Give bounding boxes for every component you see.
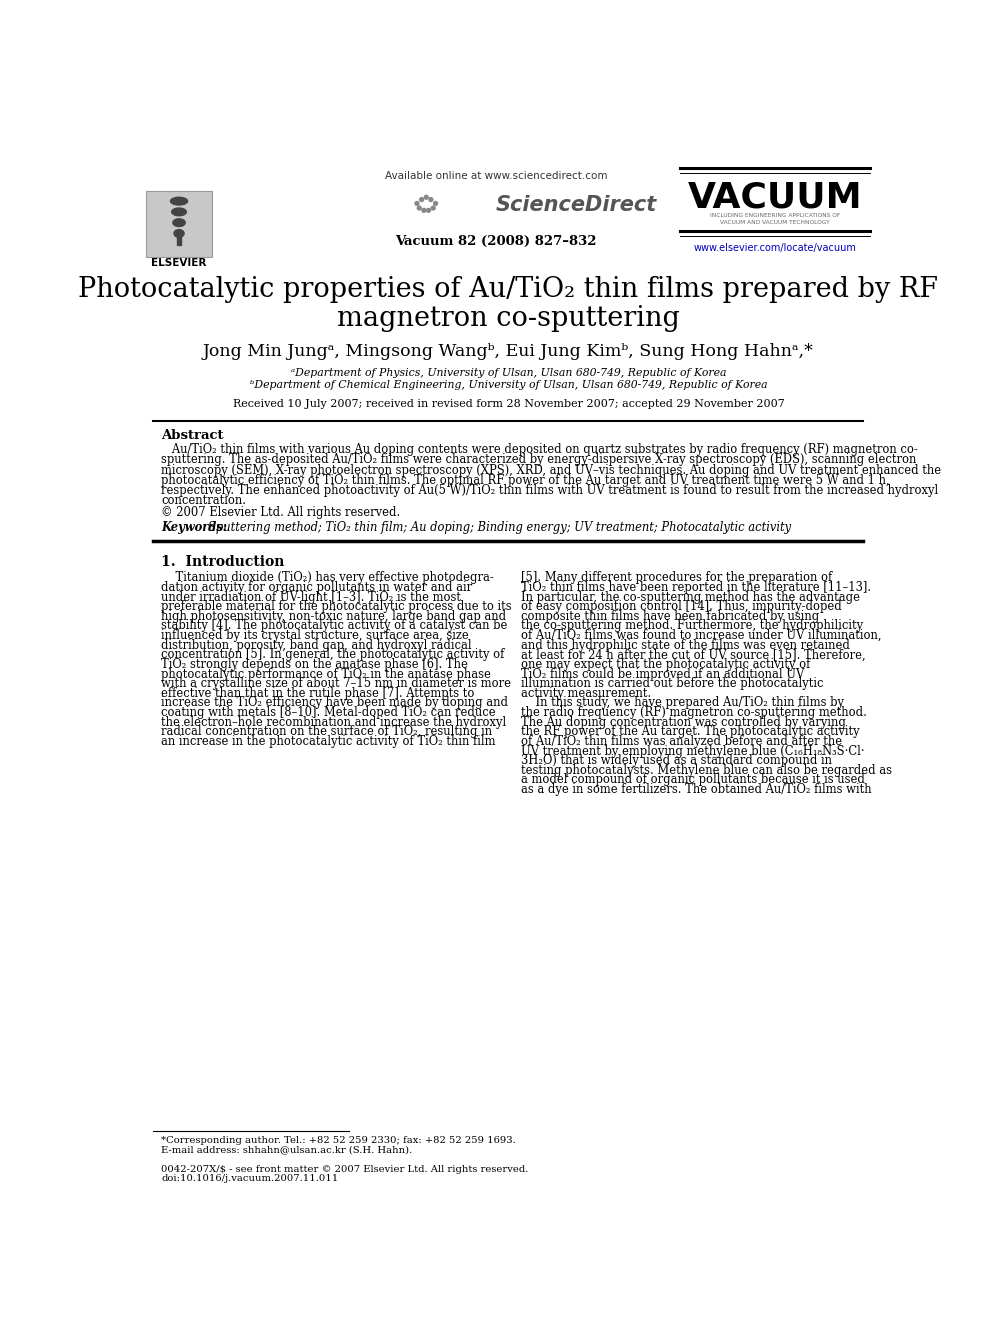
Text: ELSEVIER: ELSEVIER bbox=[152, 258, 206, 269]
Text: of Au/TiO₂ thin films was analyzed before and after the: of Au/TiO₂ thin films was analyzed befor… bbox=[521, 734, 842, 747]
Circle shape bbox=[418, 206, 422, 210]
Text: The Au doping concentration was controlled by varying: The Au doping concentration was controll… bbox=[521, 716, 845, 729]
Text: composite thin films have been fabricated by using: composite thin films have been fabricate… bbox=[521, 610, 819, 623]
Text: Vacuum 82 (2008) 827–832: Vacuum 82 (2008) 827–832 bbox=[395, 235, 597, 249]
Text: effective than that in the rutile phase [7]. Attempts to: effective than that in the rutile phase … bbox=[161, 687, 474, 700]
Text: ScienceDirect: ScienceDirect bbox=[496, 194, 658, 214]
Text: at least for 24 h after the cut of UV source [15]. Therefore,: at least for 24 h after the cut of UV so… bbox=[521, 648, 865, 662]
Text: respectively. The enhanced photoactivity of Au(5 W)/TiO₂ thin films with UV trea: respectively. The enhanced photoactivity… bbox=[161, 484, 938, 497]
Text: the RF power of the Au target. The photocatalytic activity: the RF power of the Au target. The photo… bbox=[521, 725, 859, 738]
Text: TiO₂ films could be improved if an additional UV: TiO₂ films could be improved if an addit… bbox=[521, 668, 805, 680]
Text: under irradiation of UV-light [1–3]. TiO₂ is the most: under irradiation of UV-light [1–3]. TiO… bbox=[161, 590, 461, 603]
Text: Keywords:: Keywords: bbox=[161, 521, 231, 534]
Text: www.elsevier.com/locate/vacuum: www.elsevier.com/locate/vacuum bbox=[693, 243, 856, 253]
Text: Titanium dioxide (TiO₂) has very effective photodegra-: Titanium dioxide (TiO₂) has very effecti… bbox=[161, 572, 494, 585]
Text: coating with metals [8–10]. Metal-doped TiO₂ can reduce: coating with metals [8–10]. Metal-doped … bbox=[161, 706, 496, 718]
Circle shape bbox=[427, 209, 431, 212]
Text: of Au/TiO₂ films was found to increase under UV illumination,: of Au/TiO₂ films was found to increase u… bbox=[521, 628, 881, 642]
Circle shape bbox=[429, 197, 433, 201]
Text: Jong Min Jungᵃ, Mingsong Wangᵇ, Eui Jung Kimᵇ, Sung Hong Hahnᵃ,*: Jong Min Jungᵃ, Mingsong Wangᵇ, Eui Jung… bbox=[203, 343, 813, 360]
Text: illumination is carried out before the photocatalytic: illumination is carried out before the p… bbox=[521, 677, 823, 691]
Text: Available online at www.sciencedirect.com: Available online at www.sciencedirect.co… bbox=[385, 171, 607, 181]
Text: increase the TiO₂ efficiency have been made by doping and: increase the TiO₂ efficiency have been m… bbox=[161, 696, 508, 709]
Text: and this hydrophilic state of the films was even retained: and this hydrophilic state of the films … bbox=[521, 639, 850, 652]
Bar bbox=[177, 232, 182, 245]
Bar bbox=[146, 191, 212, 257]
Text: the radio frequency (RF) magnetron co-sputtering method.: the radio frequency (RF) magnetron co-sp… bbox=[521, 706, 867, 718]
Text: activity measurement.: activity measurement. bbox=[521, 687, 651, 700]
Text: VACUUM AND VACUUM TECHNOLOGY: VACUUM AND VACUUM TECHNOLOGY bbox=[720, 220, 830, 225]
Text: Photocatalytic properties of Au/TiO₂ thin films prepared by RF: Photocatalytic properties of Au/TiO₂ thi… bbox=[78, 277, 938, 303]
Text: Abstract: Abstract bbox=[161, 430, 224, 442]
Text: with a crystalline size of about 7–15 nm in diameter is more: with a crystalline size of about 7–15 nm… bbox=[161, 677, 511, 691]
Text: In this study, we have prepared Au/TiO₂ thin films by: In this study, we have prepared Au/TiO₂ … bbox=[521, 696, 844, 709]
Circle shape bbox=[425, 196, 429, 200]
Text: © 2007 Elsevier Ltd. All rights reserved.: © 2007 Elsevier Ltd. All rights reserved… bbox=[161, 505, 401, 519]
Text: one may expect that the photocatalytic activity of: one may expect that the photocatalytic a… bbox=[521, 658, 810, 671]
Text: testing photocatalysts. Methylene blue can also be regarded as: testing photocatalysts. Methylene blue c… bbox=[521, 763, 892, 777]
Text: photocatalytic performance of TiO₂ in the anatase phase: photocatalytic performance of TiO₂ in th… bbox=[161, 668, 491, 680]
Text: as a dye in some fertilizers. The obtained Au/TiO₂ films with: as a dye in some fertilizers. The obtain… bbox=[521, 783, 871, 796]
Text: photocatalytic efficiency of TiO₂ thin films. The optimal RF power of the Au tar: photocatalytic efficiency of TiO₂ thin f… bbox=[161, 474, 890, 487]
Text: Sputtering method; TiO₂ thin film; Au doping; Binding energy; UV treatment; Phot: Sputtering method; TiO₂ thin film; Au do… bbox=[207, 521, 791, 534]
Text: UV treatment by employing methylene blue (C₁₆H₁₈N₃S·Cl·: UV treatment by employing methylene blue… bbox=[521, 745, 864, 758]
Text: magnetron co-sputtering: magnetron co-sputtering bbox=[337, 306, 680, 332]
Text: INCLUDING ENGINEERING APPLICATIONS OF: INCLUDING ENGINEERING APPLICATIONS OF bbox=[710, 213, 840, 218]
Text: ᵃDepartment of Physics, University of Ulsan, Ulsan 680-749, Republic of Korea: ᵃDepartment of Physics, University of Ul… bbox=[291, 368, 726, 378]
Text: an increase in the photocatalytic activity of TiO₂ thin film: an increase in the photocatalytic activi… bbox=[161, 734, 496, 747]
Text: In particular, the co-sputtering method has the advantage: In particular, the co-sputtering method … bbox=[521, 590, 860, 603]
Text: concentration.: concentration. bbox=[161, 493, 246, 507]
Ellipse shape bbox=[174, 230, 185, 237]
Text: stability [4]. The photocatalytic activity of a catalyst can be: stability [4]. The photocatalytic activi… bbox=[161, 619, 508, 632]
Text: 3H₂O) that is widely used as a standard compound in: 3H₂O) that is widely used as a standard … bbox=[521, 754, 832, 767]
Text: 1.  Introduction: 1. Introduction bbox=[161, 556, 285, 569]
Text: TiO₂ strongly depends on the anatase phase [6]. The: TiO₂ strongly depends on the anatase pha… bbox=[161, 658, 468, 671]
Text: influenced by its crystal structure, surface area, size: influenced by its crystal structure, sur… bbox=[161, 628, 469, 642]
Circle shape bbox=[422, 209, 426, 212]
Text: Au/TiO₂ thin films with various Au doping contents were deposited on quartz subs: Au/TiO₂ thin films with various Au dopin… bbox=[161, 443, 918, 456]
Text: sputtering. The as-deposited Au/TiO₂ films were characterized by energy-dispersi: sputtering. The as-deposited Au/TiO₂ fil… bbox=[161, 454, 917, 467]
Text: high photosensitivity, non-toxic nature, large band gap and: high photosensitivity, non-toxic nature,… bbox=[161, 610, 506, 623]
Circle shape bbox=[432, 206, 435, 210]
Text: ᵇDepartment of Chemical Engineering, University of Ulsan, Ulsan 680-749, Republi: ᵇDepartment of Chemical Engineering, Uni… bbox=[250, 380, 767, 390]
Text: VACUUM: VACUUM bbox=[687, 180, 862, 214]
Text: dation activity for organic pollutants in water and air: dation activity for organic pollutants i… bbox=[161, 581, 472, 594]
Ellipse shape bbox=[173, 218, 186, 226]
Circle shape bbox=[434, 201, 437, 205]
Text: TiO₂ thin films have been reported in the literature [11–13].: TiO₂ thin films have been reported in th… bbox=[521, 581, 871, 594]
Text: preferable material for the photocatalytic process due to its: preferable material for the photocatalyt… bbox=[161, 601, 512, 613]
Text: 0042-207X/$ - see front matter © 2007 Elsevier Ltd. All rights reserved.: 0042-207X/$ - see front matter © 2007 El… bbox=[161, 1164, 529, 1174]
Text: of easy composition control [14]. Thus, impurity-doped: of easy composition control [14]. Thus, … bbox=[521, 601, 841, 613]
Text: doi:10.1016/j.vacuum.2007.11.011: doi:10.1016/j.vacuum.2007.11.011 bbox=[161, 1174, 338, 1183]
Text: E-mail address: shhahn@ulsan.ac.kr (S.H. Hahn).: E-mail address: shhahn@ulsan.ac.kr (S.H.… bbox=[161, 1146, 413, 1154]
Text: the co-sputtering method. Furthermore, the hydrophilicity: the co-sputtering method. Furthermore, t… bbox=[521, 619, 863, 632]
Text: *Corresponding author. Tel.: +82 52 259 2330; fax: +82 52 259 1693.: *Corresponding author. Tel.: +82 52 259 … bbox=[161, 1136, 516, 1144]
Circle shape bbox=[420, 197, 424, 201]
Text: Received 10 July 2007; received in revised form 28 November 2007; accepted 29 No: Received 10 July 2007; received in revis… bbox=[232, 398, 785, 409]
Text: a model compound of organic pollutants because it is used: a model compound of organic pollutants b… bbox=[521, 774, 865, 786]
Text: microscopy (SEM), X-ray photoelectron spectroscopy (XPS), XRD, and UV–vis techni: microscopy (SEM), X-ray photoelectron sp… bbox=[161, 463, 941, 476]
Text: concentration [5]. In general, the photocatalytic activity of: concentration [5]. In general, the photo… bbox=[161, 648, 505, 662]
Text: radical concentration on the surface of TiO₂, resulting in: radical concentration on the surface of … bbox=[161, 725, 492, 738]
Text: [5]. Many different procedures for the preparation of: [5]. Many different procedures for the p… bbox=[521, 572, 832, 585]
Ellipse shape bbox=[171, 197, 187, 205]
Ellipse shape bbox=[172, 208, 186, 216]
Text: the electron–hole recombination and increase the hydroxyl: the electron–hole recombination and incr… bbox=[161, 716, 507, 729]
Text: distribution, porosity, band gap, and hydroxyl radical: distribution, porosity, band gap, and hy… bbox=[161, 639, 472, 652]
Circle shape bbox=[415, 201, 419, 205]
